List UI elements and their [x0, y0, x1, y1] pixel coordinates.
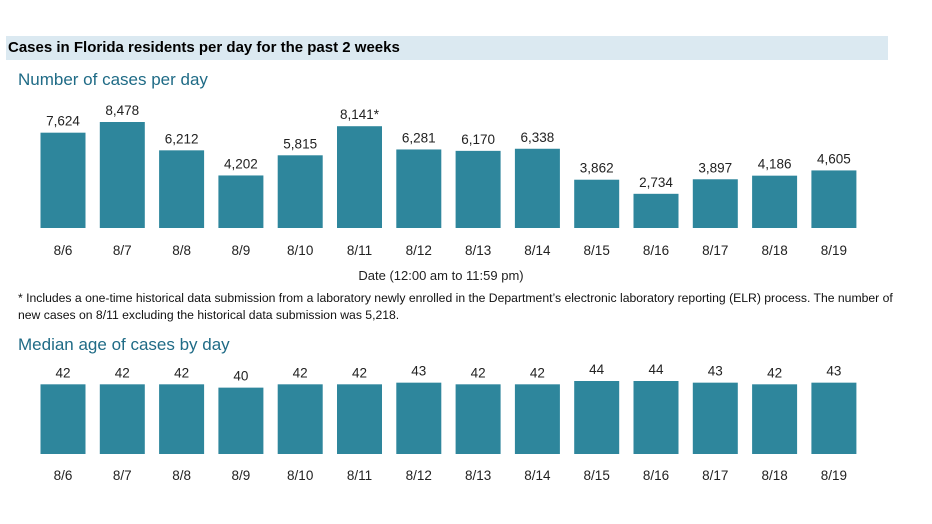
median-age-x-tick-label: 8/13 [465, 468, 491, 483]
median-age-x-tick-label: 8/16 [643, 468, 669, 483]
cases-bar [514, 148, 560, 228]
median-age-bar [752, 384, 798, 454]
median-age-value-label: 42 [115, 365, 130, 380]
cases-chart-title: Number of cases per day [18, 70, 208, 89]
cases-bar [40, 132, 86, 228]
median-age-x-tick-label: 8/15 [584, 468, 610, 483]
cases-bar [574, 179, 620, 228]
median-age-bar [99, 384, 145, 454]
cases-value-label: 8,141* [340, 107, 380, 122]
median-age-value-label: 44 [589, 362, 605, 377]
median-age-value-label: 42 [530, 365, 545, 380]
cases-bar [752, 175, 798, 228]
median-age-value-label: 40 [233, 369, 248, 384]
cases-x-tick-label: 8/9 [232, 243, 251, 258]
cases-value-label: 3,862 [580, 161, 614, 176]
median-age-value-label: 44 [648, 362, 664, 377]
cases-value-label: 2,734 [639, 175, 673, 190]
cases-value-label: 4,605 [817, 151, 851, 166]
median-age-x-tick-label: 8/8 [172, 468, 191, 483]
median-age-x-tick-label: 8/18 [761, 468, 787, 483]
cases-value-label: 6,212 [165, 131, 199, 146]
cases-x-tick-label: 8/8 [172, 243, 191, 258]
cases-x-tick-label: 8/12 [406, 243, 432, 258]
median-age-x-tick-label: 8/19 [821, 468, 847, 483]
median-age-bar [40, 384, 86, 454]
median-age-value-label: 42 [767, 365, 782, 380]
cases-x-tick-label: 8/13 [465, 243, 491, 258]
median-age-bar [159, 384, 205, 454]
median-age-value-label: 42 [352, 365, 367, 380]
header-band [6, 36, 888, 60]
median-age-bar-chart: 42 8/6 42 8/7 42 8/8 40 8/9 42 8/10 42 8/11 43 8/12 42… [40, 362, 857, 483]
median-age-bar [633, 381, 679, 454]
median-age-bar [692, 382, 738, 454]
cases-x-tick-label: 8/10 [287, 243, 313, 258]
median-age-x-tick-label: 8/9 [232, 468, 251, 483]
cases-value-label: 7,624 [46, 114, 80, 129]
median-age-x-tick-label: 8/17 [702, 468, 728, 483]
median-age-bar [337, 384, 382, 454]
median-age-bar [396, 382, 442, 454]
median-age-value-label: 43 [411, 364, 426, 379]
median-age-bar [455, 384, 501, 454]
median-age-value-label: 42 [471, 365, 486, 380]
cases-value-label: 6,281 [402, 130, 436, 145]
median-age-value-label: 43 [708, 364, 723, 379]
cases-x-tick-label: 8/18 [761, 243, 787, 258]
cases-value-label: 8,478 [105, 103, 139, 118]
median-age-x-tick-label: 8/14 [524, 468, 551, 483]
median-age-x-tick-label: 8/10 [287, 468, 313, 483]
median-age-bar [218, 387, 264, 454]
cases-x-tick-label: 8/6 [54, 243, 73, 258]
cases-value-label: 6,170 [461, 132, 495, 147]
cases-bar [455, 150, 501, 228]
cases-value-label: 4,186 [758, 157, 792, 172]
cases-bar [99, 122, 145, 228]
cases-bar [633, 193, 679, 228]
cases-bar-chart: 7,624 8/6 8,478 8/7 6,212 8/8 4,202 8/9 5,815 8/1… [40, 103, 857, 258]
cases-x-tick-label: 8/15 [584, 243, 610, 258]
median-age-bar [277, 384, 323, 454]
cases-bar [218, 175, 264, 228]
cases-x-tick-label: 8/11 [347, 243, 372, 258]
cases-bar [811, 170, 857, 228]
footnote: * Includes a one-time historical data su… [18, 291, 893, 322]
median-age-x-tick-label: 8/12 [406, 468, 432, 483]
cases-x-tick-label: 8/17 [702, 243, 728, 258]
cases-value-label: 4,202 [224, 156, 258, 171]
median-age-bar [811, 382, 857, 454]
median-age-bar [514, 384, 560, 454]
cases-bar [277, 155, 323, 228]
cases-x-tick-label: 8/7 [113, 243, 132, 258]
median-age-value-label: 43 [826, 364, 841, 379]
cases-x-tick-label: 8/14 [524, 243, 551, 258]
median-age-value-label: 42 [293, 365, 308, 380]
cases-bar [396, 149, 442, 228]
cases-bar [692, 179, 738, 228]
cases-value-label: 6,338 [521, 130, 555, 145]
cases-bar [337, 126, 382, 228]
median-age-value-label: 42 [174, 365, 189, 380]
cases-value-label: 3,897 [698, 160, 732, 175]
median-age-bar [574, 381, 620, 454]
cases-x-tick-label: 8/19 [821, 243, 847, 258]
median-age-x-tick-label: 8/7 [113, 468, 132, 483]
cases-bar [159, 150, 205, 228]
cases-value-label: 5,815 [283, 136, 317, 151]
cases-x-axis-title: Date (12:00 am to 11:59 pm) [358, 268, 524, 283]
page-title: Cases in Florida residents per day for t… [8, 39, 400, 56]
median-age-value-label: 42 [55, 365, 70, 380]
median-age-x-tick-label: 8/11 [347, 468, 372, 483]
median-age-x-tick-label: 8/6 [54, 468, 73, 483]
median-age-chart-title: Median age of cases by day [18, 335, 230, 354]
cases-x-tick-label: 8/16 [643, 243, 669, 258]
